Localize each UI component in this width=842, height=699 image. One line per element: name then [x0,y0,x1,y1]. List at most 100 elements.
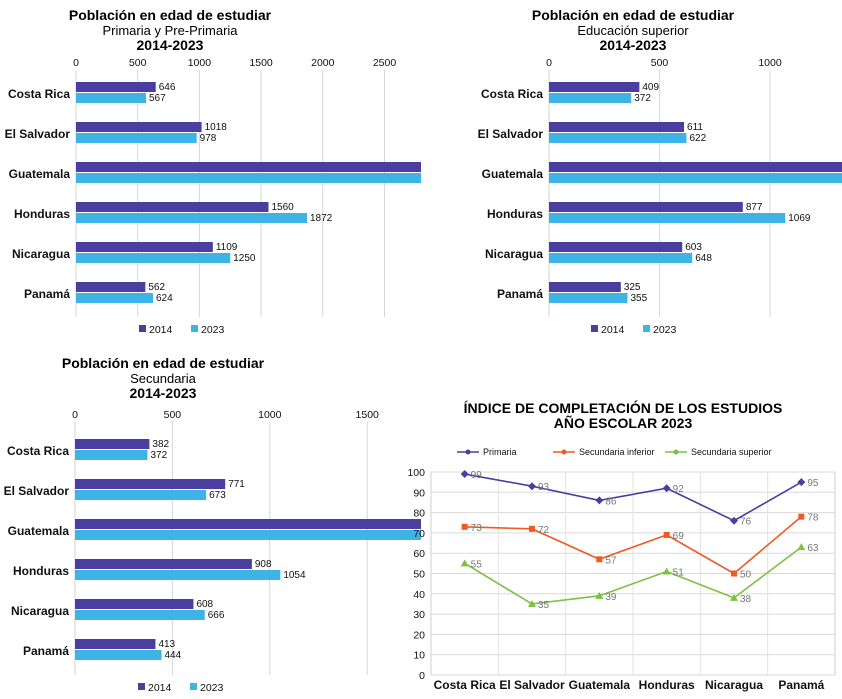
chart-title: Población en edad de estudiar [62,355,265,371]
point-value-label: 51 [673,567,685,578]
bar-value-label: 608 [196,599,213,610]
x-tick-label: 1500 [249,57,273,69]
point-value-label: 92 [673,484,685,495]
bar-2014 [75,479,226,489]
chart-subtitle: Secundaria [130,371,197,386]
y-tick-label: 50 [413,569,425,581]
point-value-label: 50 [740,570,752,581]
bar-value-label: 624 [156,293,173,304]
chart-subtitle: AÑO ESCOLAR 2023 [554,414,693,431]
category-label: Guatemala [8,524,70,538]
y-tick-label: 60 [413,548,425,560]
legend-swatch [139,325,146,332]
point-marker [730,516,738,525]
bar-2014 [75,559,252,569]
legend-swatch [138,683,145,690]
bar-2023 [549,93,632,103]
point-marker [798,513,805,520]
x-tick-label: 500 [164,409,182,421]
bar-2023 [76,213,308,223]
plot-area: 0 10 20 30 40 50 60 70 80 90 100 Costa Rica El Salva… [407,447,836,692]
bar-2014 [75,639,156,649]
bar-value-label: 673 [209,490,226,501]
point-value-label: 73 [471,523,483,534]
bar-value-label: 622 [689,133,706,144]
category-label: Guatemala [482,167,544,181]
category-label: El Salvador [4,484,70,498]
bar-2023 [75,610,205,620]
x-tick-label: 500 [651,57,669,69]
series-line-1 [464,516,802,575]
legend-label: 2014 [148,682,172,694]
bar-value-label: 1109 [216,242,238,253]
category-label: Costa Rica [434,678,496,692]
bar-value-label: 382 [152,439,169,450]
bar-2014 [549,242,683,252]
legend-label: Secundaria superior [691,447,772,457]
series-line-0 [464,473,802,522]
bar-2023 [549,253,693,263]
chart-secundaria: Población en edad de estudiar Secundaria… [4,355,421,694]
y-tick-label: 70 [413,528,425,540]
x-tick-label: 1000 [258,409,282,421]
bar-2023 [76,253,231,263]
category-label: Nicaragua [11,604,69,618]
bar-2014 [549,202,743,212]
bar-2023 [76,133,197,143]
point-marker [460,559,469,567]
bar-2014 [75,439,150,449]
bar-2014 [76,282,146,292]
bar-value-label: 648 [695,253,712,264]
bar-2014 [76,242,213,252]
bar-value-label: 372 [150,450,167,461]
bar-value-label: 409 [642,82,659,93]
chart-subtitle: Primaria y Pre-Primaria [102,23,238,38]
bar-value-label: 611 [687,122,703,133]
point-value-label: 35 [538,600,550,611]
category-label: Honduras [14,207,70,221]
category-label: Costa Rica [8,87,70,101]
point-marker [662,567,671,575]
point-value-label: 69 [673,531,685,542]
category-label: Guatemala [569,678,631,692]
point-value-label: 95 [807,478,819,489]
bar-value-label: 908 [255,559,272,570]
bar-value-label: 444 [164,650,181,661]
bar-value-label: 1560 [272,202,295,213]
bar-value-label: 978 [200,133,217,144]
point-value-label: 99 [471,470,483,481]
bar-2014 [76,122,202,132]
chart-period: 2014-2023 [137,37,204,53]
legend-marker [465,449,471,455]
point-marker [528,482,536,491]
bar-2023 [75,530,421,540]
point-marker [797,478,806,487]
bar-value-label: 413 [158,639,175,650]
point-marker [595,591,604,599]
bar-2014 [549,82,640,92]
point-value-label: 63 [807,543,819,554]
legend-marker [561,449,567,455]
bar-value-label: 1069 [788,213,811,224]
point-marker [797,543,806,551]
category-label: El Salvador [478,127,544,141]
bar-value-label: 562 [148,282,165,293]
legend-swatch [191,325,198,332]
legend-label: 2023 [200,682,224,694]
point-value-label: 39 [605,592,617,603]
bar-value-label: 1872 [310,213,333,224]
point-marker [662,484,671,493]
bar-value-label: 771 [228,479,245,490]
bar-2023 [76,293,154,303]
bar-2023 [76,93,146,103]
series-line-2 [464,546,802,605]
y-tick-label: 30 [413,609,425,621]
chart-title: Población en edad de estudiar [69,7,272,23]
point-value-label: 72 [538,525,550,536]
bar-value-label: 1250 [233,253,256,264]
bar-2023 [549,213,786,223]
point-value-label: 38 [740,594,752,605]
legend-label: 2014 [601,324,625,336]
bar-2014 [76,82,156,92]
